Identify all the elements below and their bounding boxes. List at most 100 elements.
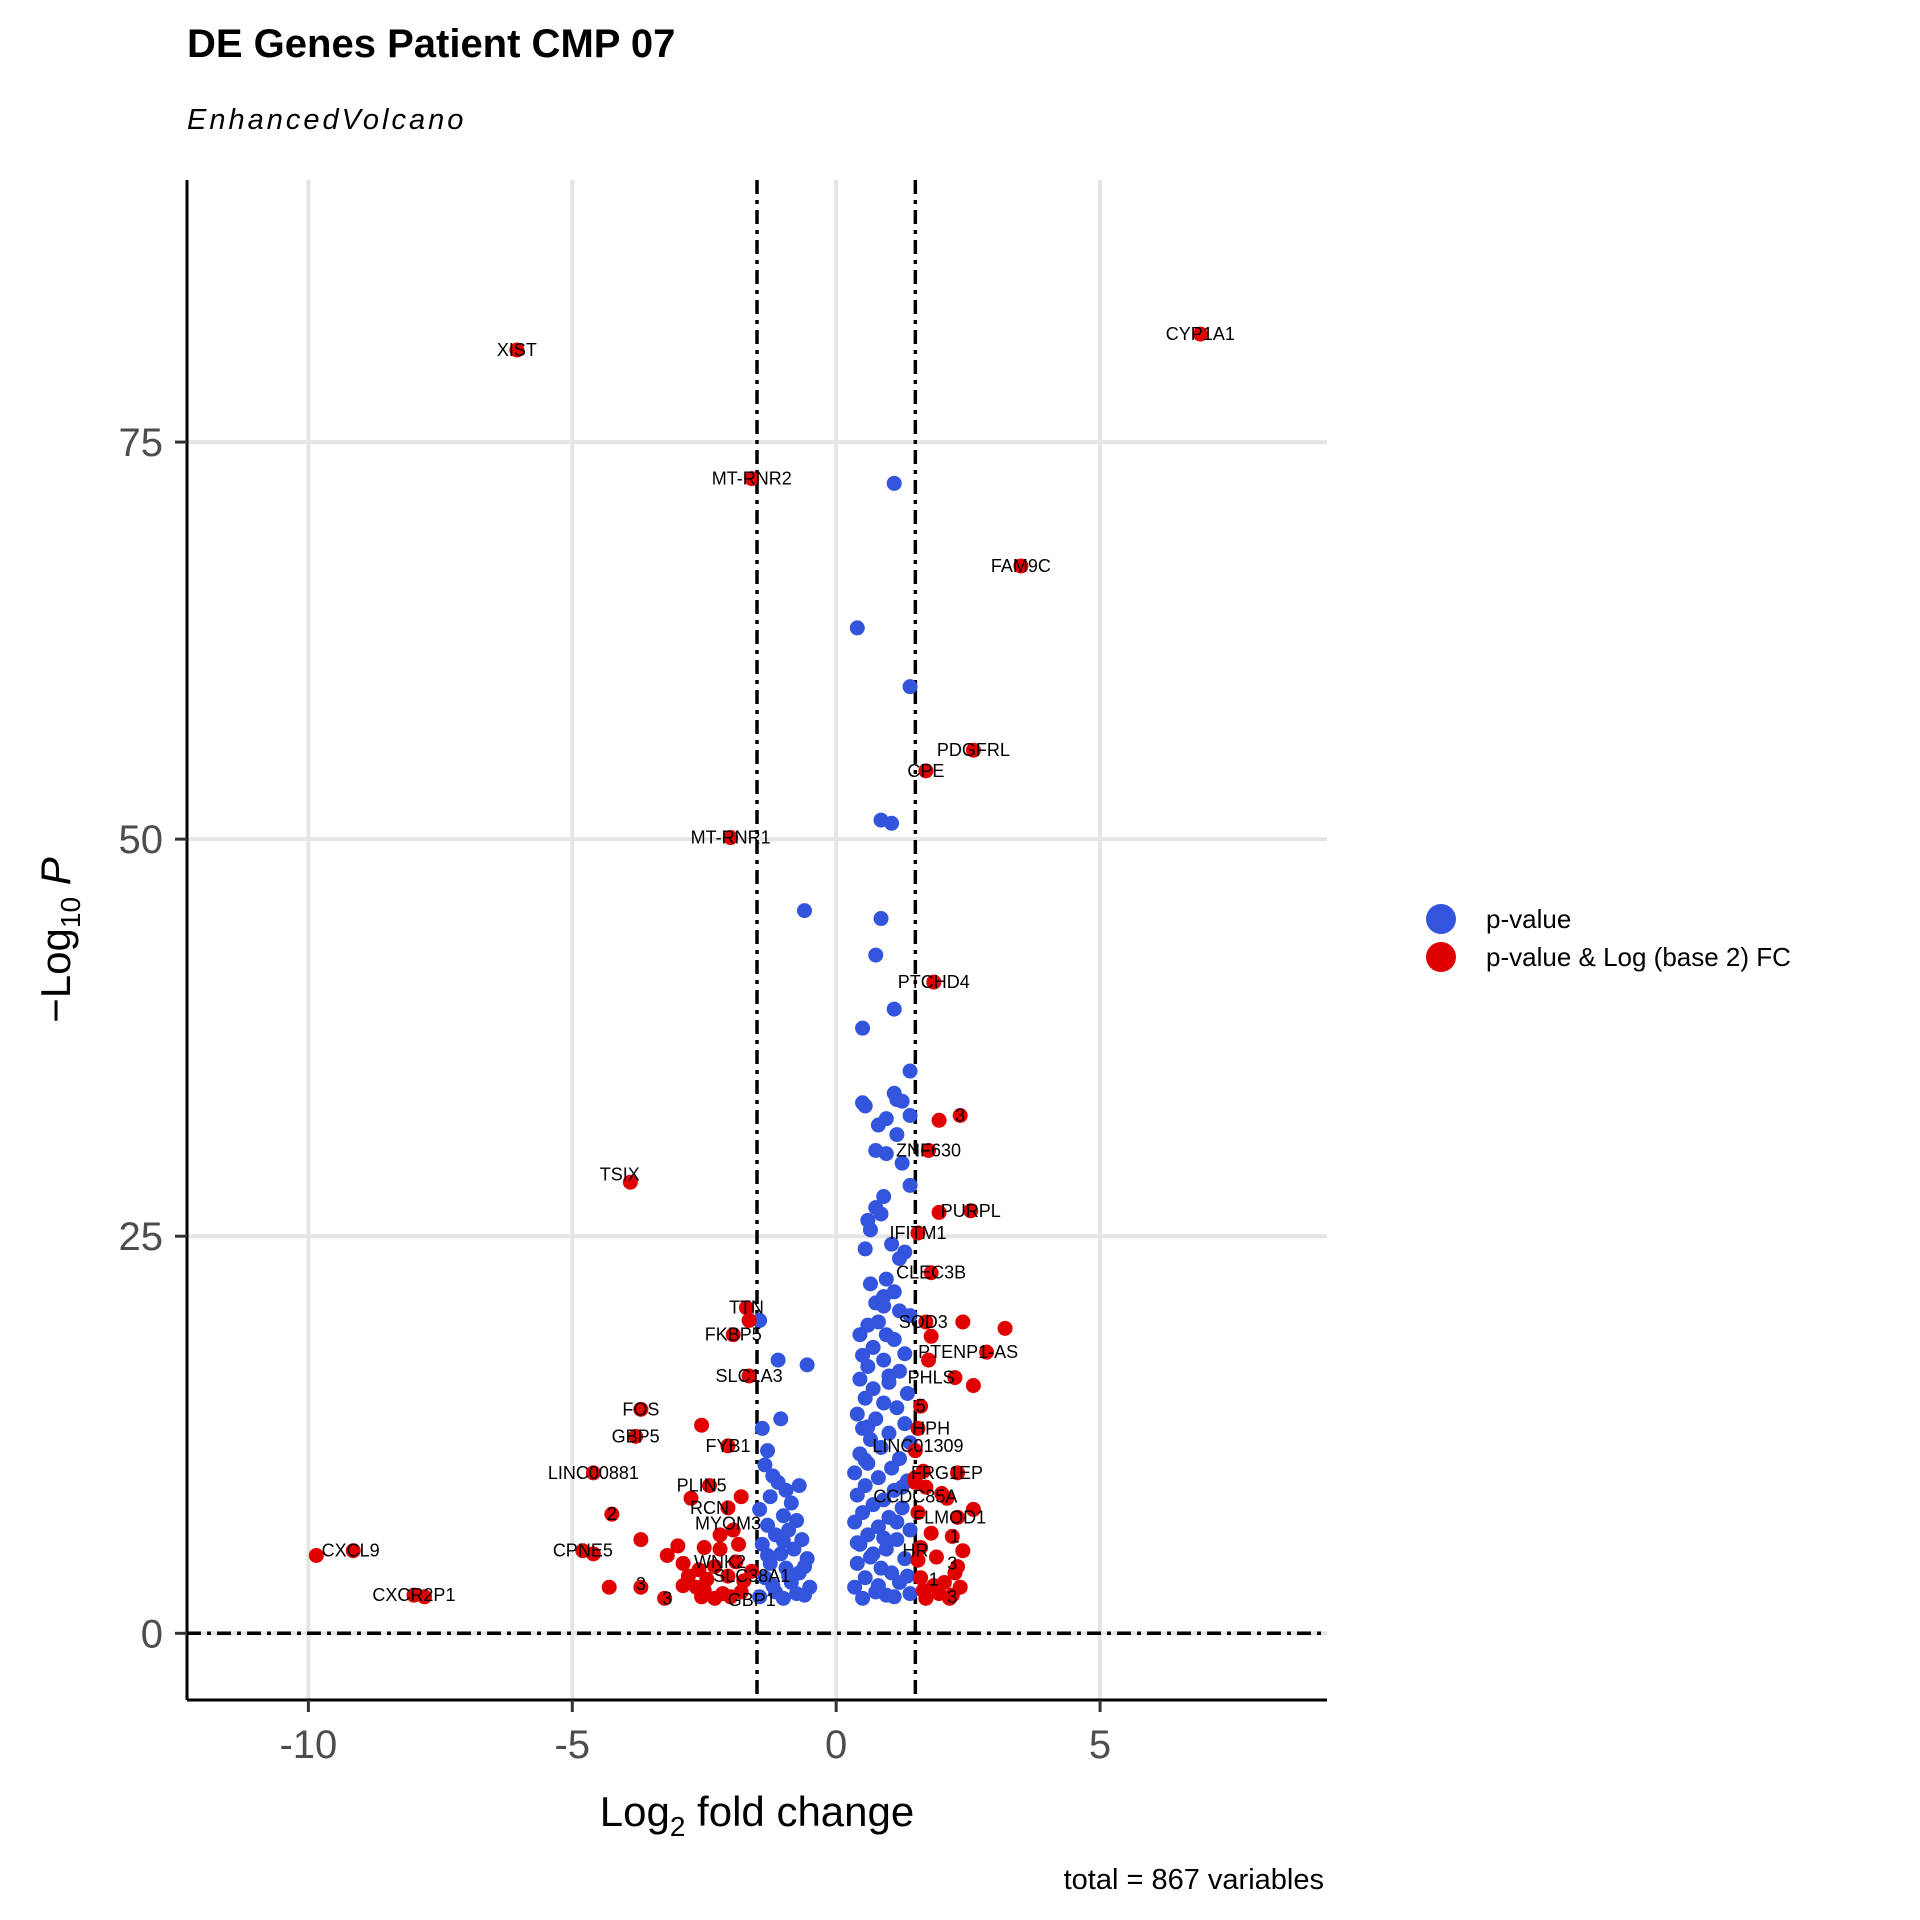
y-axis-title: −Log10 P: [32, 857, 86, 1022]
legend-dot-pvalue-fc: [1426, 942, 1456, 972]
gene-label: FRG1EP: [911, 1463, 983, 1483]
data-point-pvalue: [873, 1206, 889, 1222]
data-point-pvalue-fc: [417, 1589, 432, 1605]
data-point-pvalue-fc: [628, 1428, 644, 1444]
gene-label: HPH: [912, 1418, 950, 1438]
data-point-pvalue: [860, 1419, 876, 1435]
data-point-pvalue: [857, 1570, 873, 1586]
data-point-pvalue: [752, 1312, 768, 1328]
data-point-pvalue: [894, 1500, 910, 1516]
gene-label: 2: [607, 1504, 617, 1524]
data-point-pvalue-fc: [918, 1314, 934, 1330]
data-point-pvalue-fc: [633, 1401, 649, 1417]
data-point-pvalue-fc: [738, 1300, 754, 1316]
gene-label: TTN: [729, 1298, 764, 1318]
data-point-pvalue: [849, 1555, 865, 1571]
data-point-pvalue: [902, 1308, 918, 1324]
data-point-pvalue: [876, 1352, 892, 1368]
data-point-pvalue: [902, 679, 918, 695]
gene-label: FAM9C: [991, 556, 1051, 576]
data-point-pvalue: [765, 1578, 781, 1594]
data-point-pvalue-fc: [707, 1590, 723, 1606]
data-point-pvalue-fc: [944, 1528, 960, 1544]
data-point-pvalue: [899, 1568, 915, 1584]
data-point-pvalue: [857, 1241, 873, 1257]
data-point-pvalue-fc: [683, 1490, 699, 1506]
data-point-pvalue: [857, 1390, 873, 1406]
gene-label: MT-RNR1: [691, 828, 771, 848]
gene-label: MYOM3: [695, 1514, 761, 1534]
gene-label: FOS: [622, 1399, 659, 1419]
data-point-pvalue-fc: [907, 1443, 923, 1459]
data-point-pvalue: [799, 1357, 815, 1373]
gene-label: CLEC3B: [896, 1263, 966, 1283]
data-point-pvalue-fc: [947, 1565, 963, 1581]
data-point-pvalue-fc: [934, 1486, 950, 1502]
data-point-pvalue-fc: [921, 1352, 937, 1368]
data-point-pvalue: [889, 1127, 905, 1143]
gene-label: CPNE5: [553, 1541, 613, 1561]
chart-title: DE Genes Patient CMP 07: [187, 22, 676, 66]
data-point-pvalue: [754, 1420, 770, 1436]
data-point-pvalue: [865, 1339, 881, 1355]
data-point-pvalue: [886, 1331, 902, 1347]
data-point-pvalue-fc: [723, 830, 739, 846]
gene-label: WNK2: [694, 1552, 746, 1572]
data-point-pvalue: [881, 1368, 897, 1384]
data-point-pvalue: [899, 1385, 915, 1401]
data-point-pvalue: [849, 620, 865, 636]
data-point-pvalue: [847, 1514, 863, 1530]
gene-label: 5: [916, 1396, 926, 1416]
data-point-pvalue-fc: [720, 1438, 736, 1454]
data-point-pvalue: [847, 1465, 863, 1481]
gene-label: PHLS: [908, 1368, 955, 1388]
data-point-pvalue-fc: [728, 1554, 744, 1570]
gene-label: 1: [950, 1526, 960, 1546]
data-point-pvalue: [752, 1589, 768, 1605]
data-point-pvalue-fc: [923, 1525, 939, 1541]
data-point-pvalue-fc: [926, 974, 942, 990]
data-point-pvalue-fc: [918, 1590, 934, 1606]
data-point-pvalue-fc: [345, 1543, 361, 1559]
legend-label-pvalue-fc: p-value & Log (base 2) FC: [1486, 941, 1791, 972]
data-point-pvalue-fc: [942, 1590, 958, 1606]
data-point-pvalue: [902, 1522, 918, 1538]
data-point-pvalue-fc: [688, 1579, 704, 1595]
data-point-pvalue: [884, 815, 900, 831]
x-tick-label: -5: [554, 1723, 590, 1767]
gene-label: PLIN5: [677, 1476, 727, 1496]
data-point-pvalue: [865, 1497, 881, 1513]
gene-label: CCDC85A: [873, 1487, 957, 1507]
x-axis-title: Log2 fold change: [600, 1788, 915, 1842]
data-point-pvalue-fc: [1192, 326, 1208, 342]
data-point-pvalue: [897, 1346, 913, 1362]
data-point-pvalue: [878, 1146, 894, 1162]
data-point-pvalue: [775, 1533, 791, 1549]
gene-label: PTCHD4: [898, 972, 970, 992]
data-point-pvalue: [870, 1578, 886, 1594]
gene-label: FYB1: [705, 1436, 750, 1456]
data-point-pvalue-fc: [910, 1552, 926, 1568]
x-tick-label: 0: [825, 1723, 847, 1767]
data-point-pvalue-fc: [712, 1541, 728, 1557]
data-point-pvalue: [894, 1093, 910, 1109]
gene-label: MT-RNR2: [712, 469, 792, 489]
data-point-pvalue: [847, 1579, 863, 1595]
data-point-pvalue-fc: [633, 1579, 649, 1595]
gene-label: TSIX: [600, 1164, 640, 1184]
data-point-pvalue-fc: [659, 1547, 675, 1563]
data-point-pvalue-fc: [950, 1509, 966, 1525]
chart-subtitle: EnhancedVolcano: [187, 104, 467, 136]
gene-label: CXCL9: [322, 1541, 380, 1561]
data-point-pvalue: [876, 1298, 892, 1314]
gene-label: RCN: [690, 1498, 729, 1518]
data-point-pvalue: [870, 1519, 886, 1535]
data-point-pvalue: [876, 1530, 892, 1546]
data-point-pvalue: [878, 1271, 894, 1287]
gene-label: 1: [929, 1569, 939, 1589]
gene-label: PTENP1-AS: [918, 1342, 1018, 1362]
data-point-pvalue-fc: [947, 1370, 963, 1386]
data-point-pvalue-fc: [675, 1555, 691, 1571]
data-point-pvalue-fc: [965, 1378, 981, 1394]
